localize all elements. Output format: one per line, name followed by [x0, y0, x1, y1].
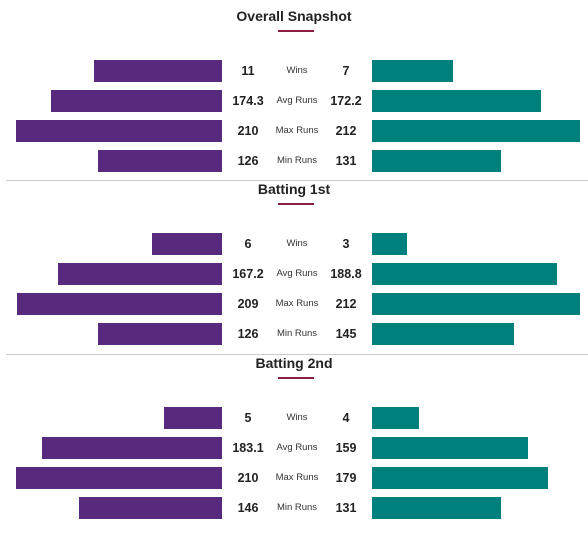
bar-right: [372, 407, 419, 429]
bar-left: [98, 323, 222, 345]
bar-right: [372, 497, 501, 519]
value-left: 6: [244, 237, 252, 251]
section-title: Batting 1st: [257, 181, 331, 197]
value-left: 209: [237, 297, 259, 311]
bar-right: [372, 120, 580, 142]
value-left: 210: [237, 124, 259, 138]
bar-right: [372, 437, 528, 459]
value-right: 3: [342, 237, 350, 251]
value-left: 11: [241, 64, 255, 78]
stat-row: 6 Wins 3: [0, 233, 588, 257]
metric-label: Wins: [286, 65, 308, 76]
stat-row: 126 Min Runs 131: [0, 150, 588, 174]
bar-left: [42, 437, 222, 459]
bar-right: [372, 263, 558, 285]
value-left: 210: [237, 471, 259, 485]
stat-row: 146 Min Runs 131: [0, 497, 588, 521]
stat-row: 5 Wins 4: [0, 407, 588, 431]
metric-label: Avg Runs: [276, 442, 318, 453]
bar-left: [16, 293, 222, 315]
value-right: 7: [342, 64, 350, 78]
section-divider: [6, 354, 588, 355]
bar-left: [78, 497, 222, 519]
bar-left: [163, 407, 222, 429]
value-left: 126: [237, 154, 259, 168]
value-right: 212: [335, 124, 357, 138]
bar-right: [372, 150, 501, 172]
bar-right: [372, 90, 541, 112]
metric-label: Max Runs: [275, 125, 319, 136]
value-left: 146: [237, 501, 259, 515]
value-left: 126: [237, 327, 259, 341]
stat-row: 183.1 Avg Runs 159: [0, 437, 588, 461]
bar-left: [94, 60, 222, 82]
bar-left: [57, 263, 222, 285]
metric-label: Min Runs: [276, 502, 318, 513]
stat-row: 174.3 Avg Runs 172.2: [0, 90, 588, 114]
bar-left: [152, 233, 222, 255]
section-title-underline: [278, 377, 314, 379]
bar-left: [15, 467, 222, 489]
stat-row: 210 Max Runs 179: [0, 467, 588, 491]
metric-label: Min Runs: [276, 155, 318, 166]
value-right: 159: [335, 441, 357, 455]
section-divider: [6, 180, 588, 181]
stat-row: 209 Max Runs 212: [0, 293, 588, 317]
section-title: Batting 2nd: [255, 355, 333, 371]
value-right: 4: [342, 411, 350, 425]
bar-left: [15, 120, 222, 142]
value-left: 174.3: [232, 94, 264, 108]
metric-label: Avg Runs: [276, 95, 318, 106]
metric-label: Avg Runs: [276, 268, 318, 279]
value-right: 131: [335, 501, 357, 515]
stat-row: 11 Wins 7: [0, 60, 588, 84]
stat-row: 210 Max Runs 212: [0, 120, 588, 144]
value-right: 172.2: [330, 94, 362, 108]
bar-left: [50, 90, 222, 112]
section-title-underline: [278, 203, 314, 205]
metric-label: Wins: [286, 412, 308, 423]
bar-right: [372, 293, 580, 315]
stat-row: 126 Min Runs 145: [0, 323, 588, 347]
value-left: 5: [244, 411, 252, 425]
value-left: 167.2: [232, 267, 264, 281]
section-title: Overall Snapshot: [236, 8, 352, 24]
stat-row: 167.2 Avg Runs 188.8: [0, 263, 588, 287]
metric-label: Max Runs: [275, 472, 319, 483]
bar-right: [372, 467, 548, 489]
value-right: 212: [335, 297, 357, 311]
metric-label: Min Runs: [276, 328, 318, 339]
metric-label: Wins: [286, 238, 308, 249]
bar-right: [372, 233, 407, 255]
value-left: 183.1: [232, 441, 264, 455]
value-right: 179: [335, 471, 357, 485]
value-right: 131: [335, 154, 357, 168]
bar-left: [98, 150, 222, 172]
metric-label: Max Runs: [275, 298, 319, 309]
bar-right: [372, 60, 454, 82]
bar-right: [372, 323, 515, 345]
section-title-underline: [278, 30, 314, 32]
value-right: 188.8: [330, 267, 362, 281]
value-right: 145: [335, 327, 357, 341]
